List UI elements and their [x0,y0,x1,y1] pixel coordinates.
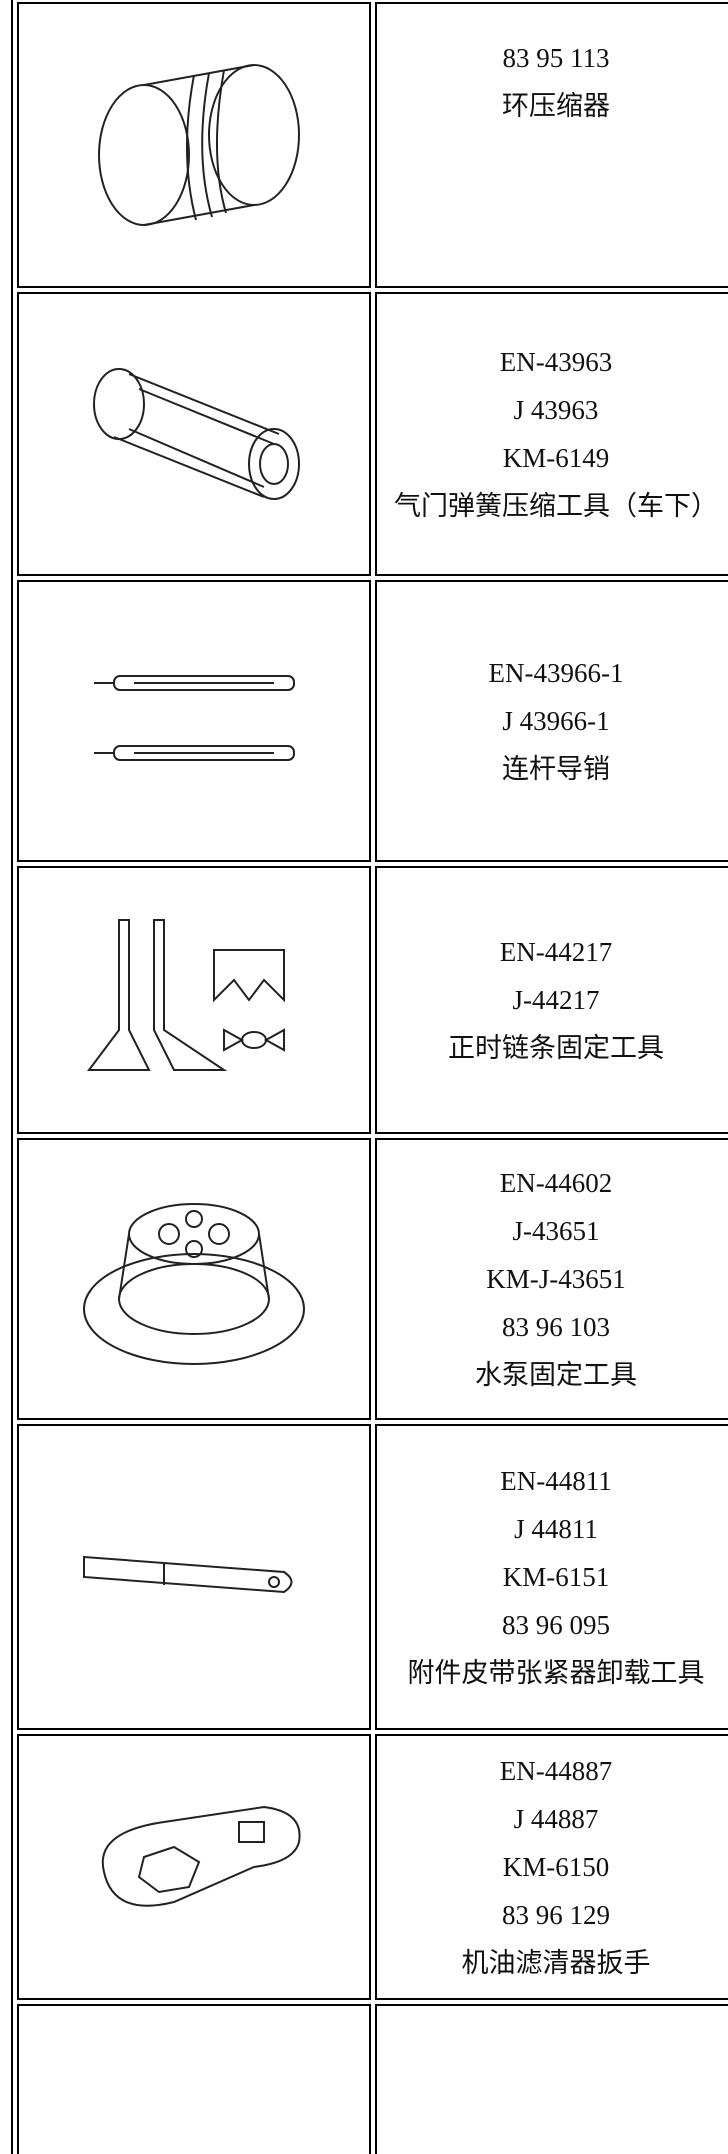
tool-drawing [83,1203,305,1365]
tool-row: EN-43966-1 J 43966-1 连杆导销 [17,580,728,862]
tool-image [17,866,371,1134]
tool-text: J 44811 [514,1514,598,1544]
tool-text: 正时链条固定工具 [448,1033,664,1063]
tool-table: 83 95 113 环压缩器 EN-43963 J 43963 KM-6149 气门弹簧压… [11,0,728,2154]
tool-drawing [87,919,285,1071]
tool-text: 机油滤清器扳手 [461,1948,651,1978]
tool-text: EN-43963 [499,347,613,377]
tool-text: J-44217 [512,985,600,1015]
tool-drawing [98,64,300,226]
tool-text: 环压缩器 [502,91,610,121]
tool-drawing [93,368,300,500]
tool-text: EN-44602 [499,1168,613,1198]
tool-text: KM-J-43651 [486,1264,626,1294]
tool-row [17,2004,728,2154]
tool-drawing [101,1805,301,1907]
tool-drawing [94,675,295,761]
tool-info: EN-44811 J 44811 KM-6151 83 96 095 附件皮带张紧器卸载… [375,1424,728,1730]
tool-text: J 44887 [513,1804,599,1834]
tool-text: EN-44887 [499,1756,613,1786]
tool-text: 附件皮带张紧器卸载工具 [407,1658,705,1688]
tool-row: EN-44602 J-43651 KM-J-43651 83 96 103 水泵固定工具 [17,1138,728,1420]
tool-image [17,2,371,288]
tool-drawing [83,1555,293,1594]
tool-row: EN-44811 J 44811 KM-6151 83 96 095 附件皮带张紧器卸载… [17,1424,728,1730]
tool-text: 水泵固定工具 [475,1360,637,1390]
tool-info: EN-43966-1 J 43966-1 连杆导销 [375,580,728,862]
tool-info: EN-44887 J 44887 KM-6150 83 96 129 机油滤清器扳手 [375,1734,728,2000]
tool-info: EN-44217 J-44217 正时链条固定工具 [375,866,728,1134]
tool-row: EN-43963 J 43963 KM-6149 气门弹簧压缩工具（车下） [17,292,728,576]
tool-image [17,1734,371,2000]
tool-text: KM-6151 [502,1562,610,1592]
tool-image [17,1424,371,1730]
tool-text: KM-6149 [502,443,610,473]
tool-text: 83 95 113 [502,43,610,73]
tool-text: 气门弹簧压缩工具（车下） [394,491,718,521]
tool-text: EN-44811 [500,1466,612,1496]
tool-row: 83 95 113 环压缩器 [17,2,728,288]
tool-image [17,2004,371,2154]
tool-text: KM-6150 [502,1852,610,1882]
tool-text: 83 96 129 [502,1900,610,1930]
tool-info: EN-43963 J 43963 KM-6149 气门弹簧压缩工具（车下） [375,292,728,576]
tool-image [17,580,371,862]
tool-image [17,292,371,576]
tool-image [17,1138,371,1420]
tool-text: EN-43966-1 [488,658,624,688]
tool-info [375,2004,728,2154]
tool-row: EN-44217 J-44217 正时链条固定工具 [17,866,728,1134]
tool-text: J 43963 [513,395,599,425]
tool-text: J 43966-1 [502,706,610,736]
tool-text: 83 96 103 [502,1312,610,1342]
tool-text: 83 96 095 [502,1610,610,1640]
tool-text: 连杆导销 [502,754,610,784]
tool-row: EN-44887 J 44887 KM-6150 83 96 129 机油滤清器扳手 [17,1734,728,2000]
tool-text: J-43651 [512,1216,600,1246]
tool-info: EN-44602 J-43651 KM-J-43651 83 96 103 水泵固定工具 [375,1138,728,1420]
tool-info: 83 95 113 环压缩器 [375,2,728,288]
tool-text: EN-44217 [499,937,613,967]
